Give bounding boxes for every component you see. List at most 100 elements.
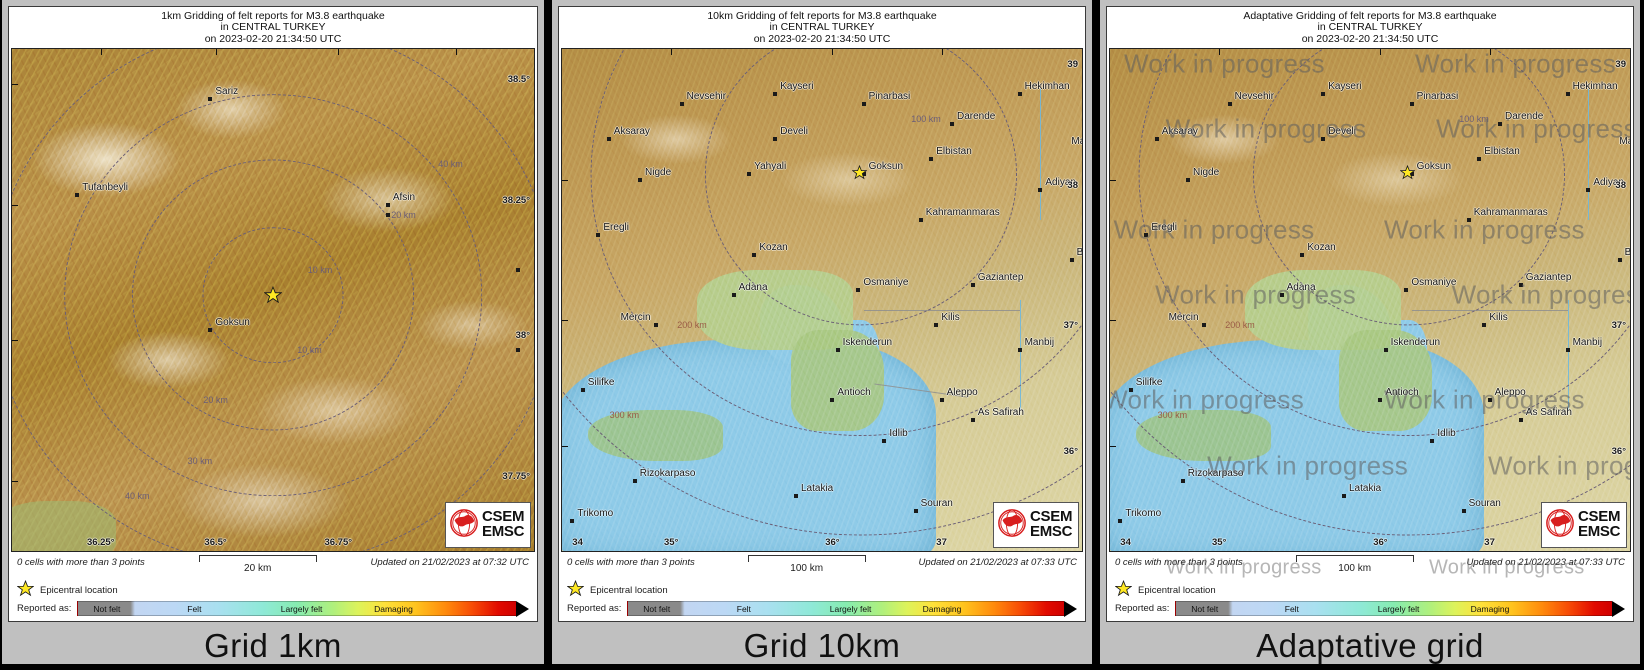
axis-tick (12, 340, 18, 342)
city-dot (385, 202, 390, 207)
city-dot (1227, 102, 1232, 107)
cells-note: 0 cells with more than 3 points (17, 557, 145, 568)
ring-label: 40 km (125, 490, 150, 501)
city-dot (970, 418, 975, 423)
country-border (1411, 310, 1568, 312)
watermark: Work in progress (1435, 113, 1630, 144)
lat-tick-label: 38.5° (507, 74, 530, 86)
epicenter-star (851, 165, 870, 183)
axis-tick (941, 48, 943, 55)
lowland-strip (1136, 410, 1272, 461)
panel-footer: 0 cells with more than 3 points 100 km U… (559, 552, 1085, 621)
city-dot (516, 267, 521, 272)
map-view-10km[interactable]: 100 km 200 km 300 km Nevsehir Kayseri Pi… (561, 47, 1083, 552)
city-label: Tufanbeyli (82, 181, 129, 193)
terrain-base: 100 km 200 km 300 km Nevsehir Kayseri Pi… (562, 48, 1082, 551)
city-label: Goksun (868, 161, 904, 173)
river-line (1567, 299, 1569, 411)
axis-tick (671, 48, 673, 55)
emsc-logo: CSEM EMSC (1541, 502, 1627, 548)
colorbar-arrow-icon (516, 600, 529, 617)
city-dot (747, 172, 752, 177)
city-label: Eregli (1151, 221, 1177, 233)
watermark: Work in progress (1487, 450, 1630, 481)
ring-label: 20 km (203, 395, 228, 406)
emsc-logo-text: CSEM EMSC (482, 509, 524, 539)
lat-tick-label: 36° (1063, 445, 1078, 457)
city-label: Nevsehir (686, 91, 727, 103)
city-dot (1477, 157, 1482, 162)
ring-label: 100 km (1459, 114, 1489, 125)
title-line-2: in CENTRAL TURKEY (1317, 21, 1423, 34)
lowland-plain (790, 330, 885, 431)
lat-tick-label: 38° (515, 330, 530, 342)
emsc-logo: CSEM EMSC (993, 502, 1079, 548)
globe-icon (1545, 508, 1575, 543)
city-label: Develi (780, 126, 808, 138)
city-dot (1186, 177, 1190, 182)
colorbar-label: Felt (1284, 603, 1299, 614)
city-dot (208, 328, 213, 333)
terrain-base: 10 km 10 km 20 km 20 km 30 km 40 km 40 k… (12, 48, 534, 551)
title-line-3: on 2023-02-20 21:34:50 UTC (753, 32, 891, 45)
panel-grid-1km: 1km Gridding of felt reports for M3.8 ea… (0, 0, 548, 670)
colorbar-arrow-icon (1064, 600, 1077, 617)
map-view-adaptative[interactable]: 100 km 200 km 300 km Nevsehir Kayseri Pi… (1109, 47, 1631, 552)
axis-tick (12, 204, 18, 206)
lowland-patch (12, 500, 117, 551)
city-label: Osmaniye (863, 276, 909, 288)
river-line (1019, 299, 1021, 411)
panel-caption: Grid 10km (552, 622, 1092, 670)
scale-label: 100 km (790, 563, 824, 574)
title-line-3: on 2023-02-20 21:34:50 UTC (1301, 32, 1439, 45)
city-label: Adiyan (1593, 176, 1624, 188)
colorbar-label: Not felt (1191, 603, 1219, 614)
axis-tick (12, 480, 18, 482)
city-label: Osmaniye (1411, 276, 1457, 288)
city-label: Develi (1328, 126, 1356, 138)
intensity-colorbar: Not felt Felt Largely felt Damaging (627, 600, 1077, 617)
globe-icon (449, 508, 479, 543)
watermark: Work in progress (1451, 279, 1630, 310)
panel-grid-10km: 10km Gridding of felt reports for M3.8 e… (548, 0, 1096, 670)
epicenter-legend-label: Epicentral location (40, 585, 118, 596)
colorbar-gradient: Not felt Felt Largely felt Damaging (627, 601, 1064, 616)
axis-tick (100, 48, 102, 55)
lowland-strip (588, 410, 724, 461)
colorbar-label: Damaging (1470, 603, 1510, 614)
distance-ring-30km (64, 94, 482, 496)
axis-tick (1110, 179, 1116, 181)
lat-tick-label: 37° (1063, 320, 1078, 332)
city-label: Aksaray (613, 126, 650, 138)
globe-icon (997, 508, 1027, 543)
map-view-1km[interactable]: 10 km 10 km 20 km 20 km 30 km 40 km 40 k… (11, 47, 535, 552)
axis-tick (1110, 320, 1116, 322)
panel-title: Adaptative Gridding of felt reports for … (1107, 7, 1633, 48)
city-label: Kayseri (780, 81, 814, 93)
city-dot (638, 177, 642, 182)
city-dot (1300, 252, 1305, 257)
city-label: Aleppo (1494, 387, 1526, 399)
city-dot (934, 323, 939, 328)
city-dot (1518, 282, 1523, 287)
city-dot (861, 172, 866, 177)
footer-row-scale: 0 cells with more than 3 points 100 km U… (1115, 555, 1625, 581)
lat-tick-label: 37° (1611, 320, 1626, 332)
city-label: Adiyan (1045, 176, 1076, 188)
lon-tick-label: 37 (936, 537, 947, 548)
colorbar-label: Felt (187, 603, 202, 614)
city-dot (1404, 287, 1409, 292)
city-label: Hekimhan (1572, 81, 1618, 93)
intensity-colorbar: Not felt Felt Largely felt Damaging (1175, 600, 1625, 617)
city-dot (1321, 92, 1326, 97)
city-label: Gaziantep (1525, 271, 1572, 283)
reported-as-label: Reported as: (17, 603, 72, 614)
city-label: Mercin (620, 312, 651, 324)
lat-tick-label: 38 (1615, 179, 1626, 191)
watermark: Work in progress (1123, 48, 1325, 79)
watermark: Work in progress (1383, 214, 1585, 245)
city-label: Darende (1505, 111, 1544, 123)
epicenter-legend-icon (16, 579, 35, 602)
river-line (1588, 89, 1590, 220)
city-label: Kozan (759, 241, 788, 253)
